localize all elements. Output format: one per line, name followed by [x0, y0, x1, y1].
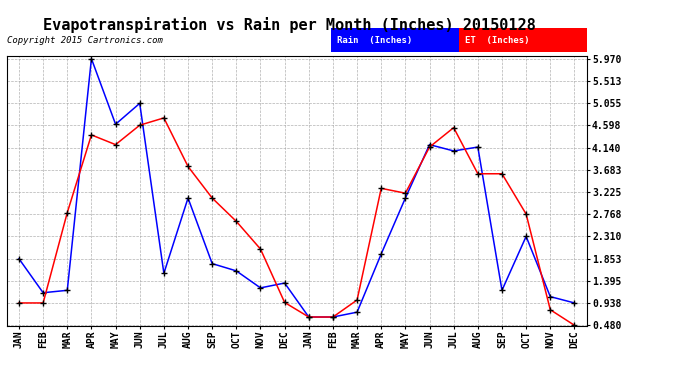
Text: Rain  (Inches): Rain (Inches) [337, 36, 413, 45]
Text: Copyright 2015 Cartronics.com: Copyright 2015 Cartronics.com [7, 36, 163, 45]
Text: ET  (Inches): ET (Inches) [465, 36, 529, 45]
Text: Evapotranspiration vs Rain per Month (Inches) 20150128: Evapotranspiration vs Rain per Month (In… [43, 17, 536, 33]
FancyBboxPatch shape [331, 28, 459, 52]
FancyBboxPatch shape [459, 28, 586, 52]
